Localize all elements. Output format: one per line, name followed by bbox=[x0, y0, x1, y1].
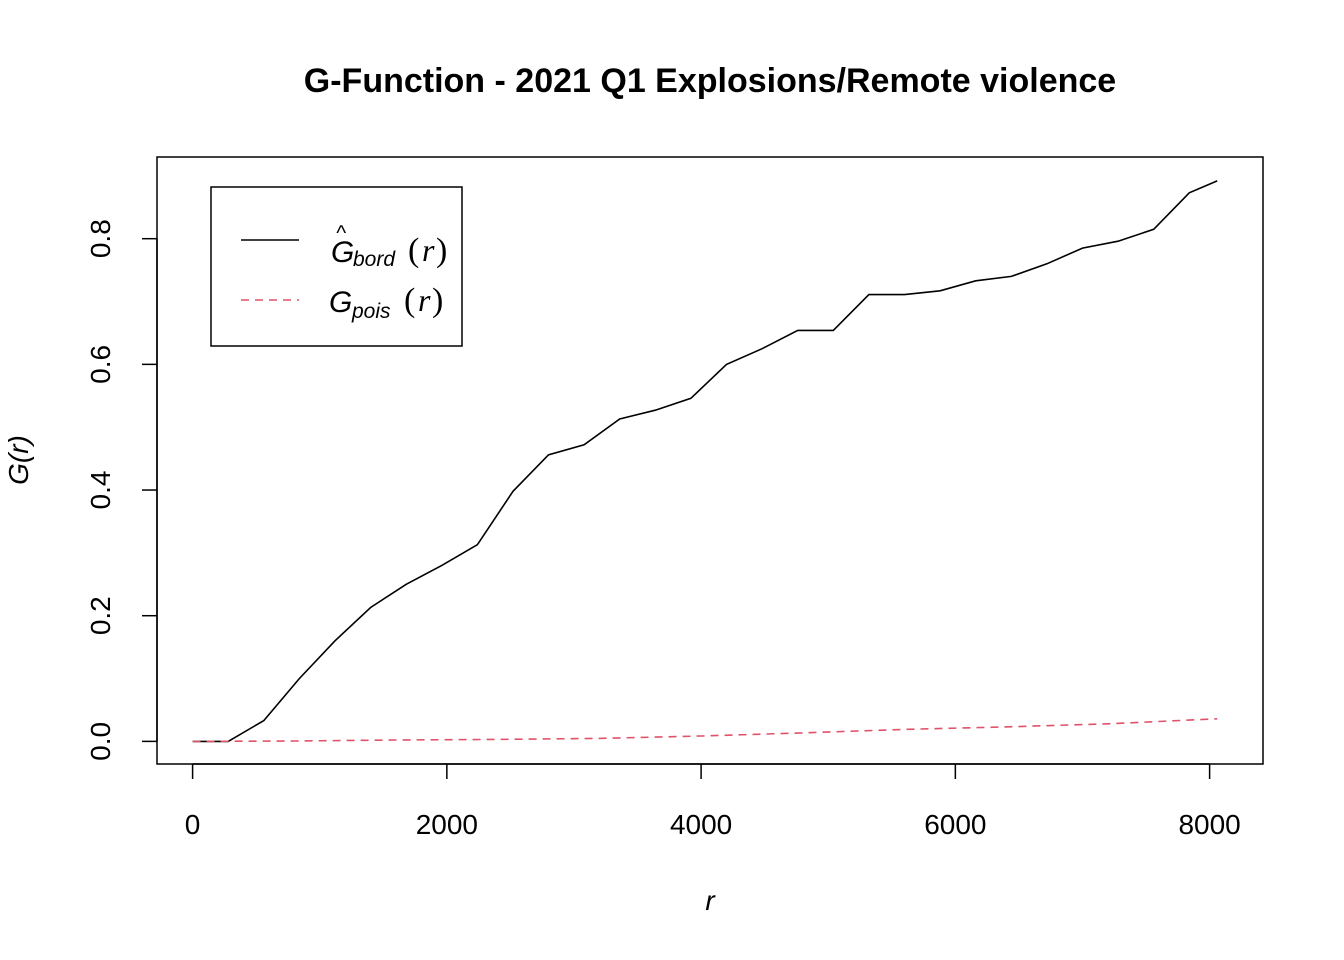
y-tick-label: 0.0 bbox=[85, 722, 116, 761]
legend-box bbox=[210, 186, 463, 347]
y-tick-label: 0.4 bbox=[85, 471, 116, 510]
x-axis-label: r bbox=[705, 885, 716, 916]
y-axis: 0.0 0.2 0.4 0.6 0.8 bbox=[85, 219, 158, 761]
legend-label-gpois-main: G bbox=[329, 286, 352, 319]
x-tick-label: 6000 bbox=[924, 809, 986, 840]
legend-entry-gbord: G ^ bord ( r ) bbox=[241, 222, 447, 271]
legend-label-gbord-paren-open: ( bbox=[408, 232, 419, 269]
legend-label-gpois-arg: r bbox=[418, 282, 431, 318]
legend-label-gbord-hat: ^ bbox=[336, 222, 347, 245]
x-axis: 0 2000 4000 6000 8000 bbox=[185, 763, 1241, 840]
y-tick-label: 0.8 bbox=[85, 219, 116, 258]
series-layer bbox=[192, 180, 1218, 743]
x-tick-label: 4000 bbox=[670, 809, 732, 840]
legend-entry-gpois: G pois ( r ) bbox=[241, 282, 443, 323]
x-tick-label: 8000 bbox=[1178, 809, 1240, 840]
x-tick-label: 2000 bbox=[416, 809, 478, 840]
legend-label-gbord-paren-close: ) bbox=[436, 232, 447, 269]
legend-label-gbord-subscript: bord bbox=[353, 248, 396, 271]
legend-label-gbord-arg: r bbox=[422, 232, 435, 268]
y-axis-label: G(r) bbox=[3, 435, 34, 485]
y-tick-label: 0.2 bbox=[85, 596, 116, 635]
legend-label-gpois-subscript: pois bbox=[351, 300, 391, 323]
legend: G ^ bord ( r ) G pois ( r ) bbox=[210, 186, 463, 347]
y-tick-label: 0.6 bbox=[85, 345, 116, 384]
chart-title: G-Function - 2021 Q1 Explosions/Remote v… bbox=[304, 62, 1116, 100]
x-tick-label: 0 bbox=[185, 809, 201, 840]
series-line-gpois bbox=[192, 718, 1218, 743]
legend-label-gpois-paren-close: ) bbox=[432, 282, 443, 319]
legend-label-gpois-paren-open: ( bbox=[404, 282, 415, 319]
legend-label-gbord-main: G bbox=[331, 236, 354, 269]
series-line-gbord bbox=[192, 180, 1218, 743]
